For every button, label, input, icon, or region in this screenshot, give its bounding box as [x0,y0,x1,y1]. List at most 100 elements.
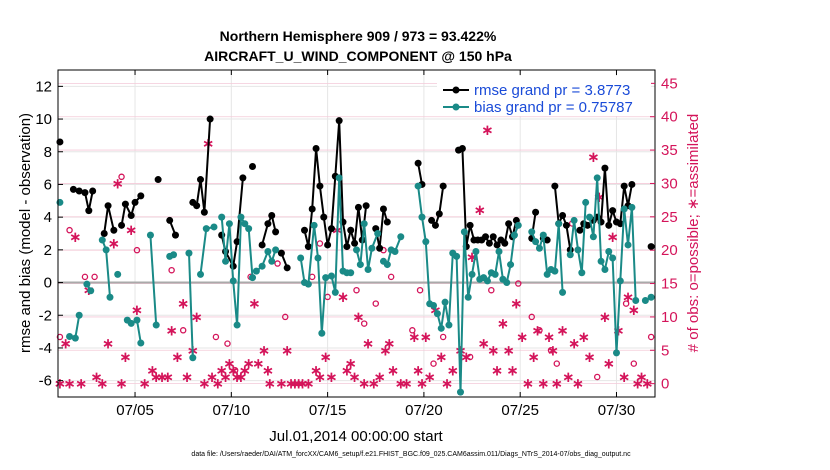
bias-point [528,228,536,236]
obs-possible-marker [409,327,416,334]
bias-point [249,274,257,282]
obs-assimilated-marker: ∗ [206,368,219,386]
obs-assimilated-marker: ∗ [54,375,67,393]
obs-possible-marker [416,286,424,294]
rmse-point [493,241,501,249]
obs-assimilated-marker: ∗ [420,328,433,346]
legend-rmse-marker [452,86,460,94]
obs-possible-marker [360,320,368,327]
rmse-point [482,233,490,241]
obs-assimilated-marker: ∗ [285,375,298,393]
rmse-point [559,212,567,220]
data-series [56,115,655,396]
rmse-series-line [458,147,518,247]
bias-point [578,269,586,277]
legend-rmse-label: rmse grand pr = 3.8773 [474,82,630,99]
rmse-point [466,221,474,229]
y-right-tick-label: 10 [661,309,678,326]
obs-assimilated-marker: ∗ [262,361,275,379]
rmse-point [601,164,609,172]
bias-point [222,257,230,265]
obs-assimilated-marker: ∗ [69,228,82,246]
bias-point [241,220,249,228]
bias-point [98,236,106,244]
rmse-point [335,117,343,125]
obs-assimilated-marker: ∗ [412,361,425,379]
bias-series-line [188,253,194,358]
obs-possible-marker [528,313,535,321]
rmse-point [376,244,384,252]
obs-assimilated-marker: ∗ [527,348,540,366]
bias-point [601,265,609,273]
bias-point [360,220,368,228]
rmse-point [362,202,370,210]
obs-assimilated-marker: ∗ [550,375,563,393]
obs-assimilated-marker: ∗ [325,368,338,386]
bias-point [106,293,114,301]
bias-point [464,293,472,301]
bias-point [335,174,343,182]
rmse-point [277,249,285,257]
bias-point [297,254,305,262]
bias-point [210,223,218,231]
obs-assimilated-marker: ∗ [497,315,510,333]
y-left-tick-label: 0 [44,275,52,292]
rmse-point [137,192,145,200]
bias-point [258,262,266,270]
rmse-point [272,228,280,236]
obs-possible-marker [316,240,324,247]
bias-point [555,220,563,228]
obs-possible-marker [430,360,437,367]
bias-point [582,198,590,206]
bias-point [445,321,453,329]
rmse-point [171,231,179,239]
bias-point [589,233,597,241]
y-right-tick-label: 35 [661,142,678,159]
rmse-point [312,144,320,152]
obs-assimilated-marker: ∗ [310,361,323,379]
obs-assimilated-marker: ∗ [231,368,244,386]
bias-point [433,310,441,318]
bias-point [532,238,540,246]
rmse-point [316,182,324,190]
bias-point [535,244,543,252]
obs-possible-marker [622,300,630,307]
bias-point [137,339,145,347]
bias-point [322,274,330,282]
rmse-series-line [374,208,389,249]
rmse-point [439,182,447,190]
rmse-point [324,241,332,249]
obs-assimilated-marker: ∗ [146,361,159,379]
bias-point [539,231,547,239]
bias-point [503,279,511,287]
y-right-tick-label: 25 [661,209,678,226]
obs-assimilated-marker: ∗ [537,375,550,393]
obs-assimilated-marker: ∗ [242,355,255,373]
bias-point [245,225,253,233]
bias-point [146,231,154,239]
obs-possible-marker [56,333,64,341]
bias-point [514,221,522,229]
data-file-footnote: data file: /Users/raeder/DAI/ATM_forcXX/… [191,451,631,458]
obs-assimilated-marker: ∗ [395,375,408,393]
bias-point [189,354,197,362]
y-right-tick-label: 5 [661,342,669,359]
rmse-point [485,239,493,247]
rmse-point [458,144,466,152]
bias-point [641,297,649,305]
obs-assimilated-marker: ∗ [618,368,631,386]
y-left-tick-label: -4 [39,340,52,357]
rmse-point [501,239,509,247]
obs-assimilated-marker: ∗ [622,288,635,306]
rmse-point [131,198,139,206]
bias-point [229,277,237,285]
obs-assimilated-marker: ∗ [460,348,473,366]
rmse-point [562,221,570,229]
legend-bias-label: bias grand pr = 0.75787 [474,99,633,116]
bias-point [327,272,335,280]
obs-assimilated-marker: ∗ [387,361,400,379]
obs-assimilated-marker: ∗ [602,355,615,373]
bias-point [543,270,551,278]
obs-assimilated-marker: ∗ [296,375,309,393]
